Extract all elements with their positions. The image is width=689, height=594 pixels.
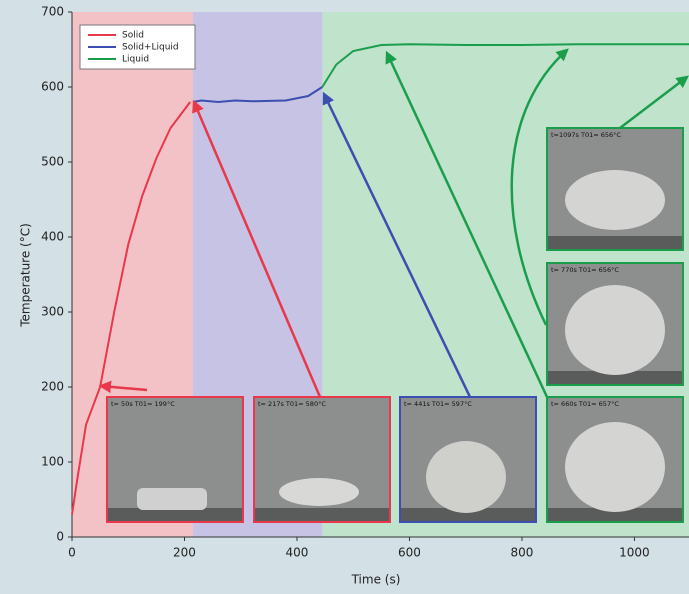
sample — [565, 285, 665, 375]
sample — [565, 422, 665, 512]
y-tick-label: 0 — [56, 530, 64, 544]
inset-caption: t= 770s T01= 656°C — [551, 266, 619, 274]
chart: 010020030040050060070002004006008001000 … — [0, 0, 689, 594]
y-tick-label: 600 — [41, 80, 64, 94]
inset-caption: t= 660s T01= 657°C — [551, 400, 619, 408]
y-axis-label: Temperature (°C) — [19, 223, 33, 328]
legend-label: Solid+Liquid — [122, 43, 179, 53]
inset-caption: t= 441s T01= 597°C — [404, 400, 472, 408]
sample — [565, 170, 665, 230]
x-tick-label: 200 — [173, 546, 196, 560]
sample — [137, 488, 207, 510]
x-tick-label: 600 — [398, 546, 421, 560]
y-tick-label: 100 — [41, 455, 64, 469]
x-tick-label: 800 — [511, 546, 534, 560]
x-tick-label: 0 — [68, 546, 76, 560]
x-tick-label: 400 — [286, 546, 309, 560]
sample — [426, 441, 506, 513]
sample — [279, 478, 359, 506]
inset-caption: t= 217s T01= 580°C — [258, 400, 326, 408]
y-tick-label: 300 — [41, 305, 64, 319]
inset-floor — [548, 236, 682, 249]
y-tick-label: 700 — [41, 5, 64, 19]
legend-label: Liquid — [122, 55, 149, 65]
inset-caption: t= 50s T01= 199°C — [111, 400, 175, 408]
legend: Solid Solid+Liquid Liquid — [80, 25, 195, 69]
y-tick-label: 400 — [41, 230, 64, 244]
x-axis-label: Time (s) — [351, 573, 401, 587]
legend-label: Solid — [122, 31, 144, 41]
inset-caption: t=1097s T01= 656°C — [551, 131, 621, 139]
y-tick-label: 500 — [41, 155, 64, 169]
inset-floor — [255, 508, 389, 521]
y-tick-label: 200 — [41, 380, 64, 394]
x-tick-label: 1000 — [619, 546, 650, 560]
